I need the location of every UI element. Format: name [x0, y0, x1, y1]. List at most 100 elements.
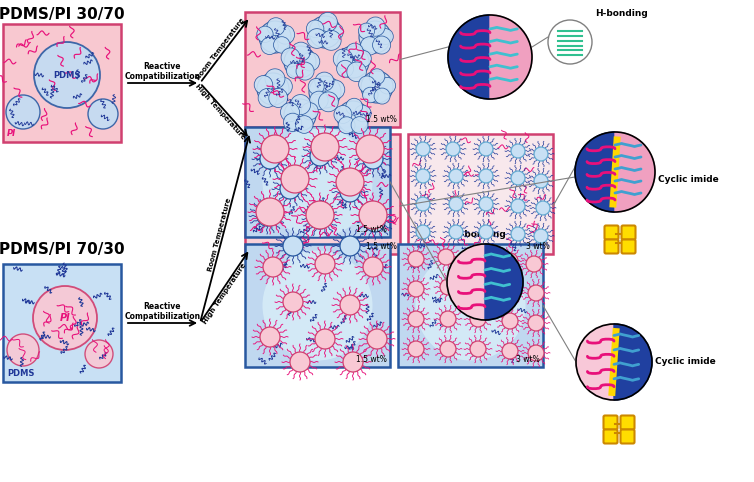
- Circle shape: [337, 46, 369, 78]
- Circle shape: [511, 227, 525, 241]
- Text: High Temperature: High Temperature: [202, 262, 247, 325]
- Circle shape: [359, 21, 391, 53]
- FancyBboxPatch shape: [621, 226, 636, 240]
- Circle shape: [33, 286, 97, 350]
- Circle shape: [479, 197, 493, 211]
- Text: Reactive
Compatibilization: Reactive Compatibilization: [124, 302, 201, 321]
- Circle shape: [361, 71, 393, 103]
- Text: 1.5 wt%: 1.5 wt%: [356, 225, 387, 234]
- Circle shape: [306, 20, 324, 38]
- Text: PI: PI: [60, 313, 70, 323]
- Circle shape: [338, 117, 355, 134]
- Circle shape: [296, 116, 313, 134]
- Circle shape: [310, 91, 328, 110]
- Circle shape: [416, 225, 430, 239]
- Bar: [408, 134, 553, 254]
- Text: PDMS: PDMS: [7, 369, 35, 378]
- Polygon shape: [448, 15, 490, 99]
- Circle shape: [440, 341, 456, 357]
- Circle shape: [526, 256, 542, 272]
- Circle shape: [281, 165, 309, 193]
- Circle shape: [287, 63, 302, 79]
- Circle shape: [315, 72, 334, 91]
- Circle shape: [408, 251, 424, 267]
- Circle shape: [511, 199, 525, 213]
- Circle shape: [85, 340, 113, 368]
- Circle shape: [360, 37, 379, 55]
- Circle shape: [416, 142, 430, 156]
- Circle shape: [265, 69, 285, 89]
- Circle shape: [502, 343, 518, 359]
- Circle shape: [274, 77, 293, 96]
- Circle shape: [259, 21, 291, 53]
- Circle shape: [262, 251, 372, 361]
- FancyBboxPatch shape: [621, 429, 635, 443]
- Bar: [3, 264, 121, 382]
- Circle shape: [528, 285, 544, 301]
- Circle shape: [274, 37, 290, 53]
- Text: Room Temperature: Room Temperature: [207, 197, 232, 272]
- Circle shape: [310, 209, 330, 229]
- Text: H-bonding: H-bonding: [454, 230, 507, 239]
- Circle shape: [276, 25, 295, 44]
- Polygon shape: [614, 324, 652, 400]
- Circle shape: [260, 327, 280, 347]
- Circle shape: [296, 62, 314, 80]
- Circle shape: [438, 249, 454, 265]
- Bar: [245, 127, 390, 237]
- Text: PI: PI: [7, 129, 17, 138]
- Circle shape: [446, 142, 460, 156]
- Circle shape: [359, 76, 375, 93]
- Circle shape: [528, 315, 544, 331]
- Circle shape: [262, 127, 372, 237]
- Circle shape: [263, 257, 283, 277]
- Circle shape: [306, 201, 334, 229]
- Circle shape: [88, 99, 118, 129]
- Text: 1.5 wt%: 1.5 wt%: [366, 115, 397, 124]
- Polygon shape: [615, 132, 655, 212]
- Circle shape: [359, 201, 387, 229]
- Circle shape: [281, 48, 300, 67]
- Circle shape: [346, 98, 363, 115]
- Text: H-bonding: H-bonding: [595, 9, 648, 18]
- Circle shape: [301, 103, 318, 120]
- Circle shape: [536, 201, 550, 215]
- Circle shape: [374, 88, 390, 104]
- Circle shape: [528, 345, 544, 361]
- Circle shape: [268, 89, 288, 107]
- Text: 3 wt%: 3 wt%: [526, 242, 550, 251]
- Bar: [245, 12, 400, 127]
- Circle shape: [367, 329, 387, 349]
- Circle shape: [534, 147, 548, 161]
- Circle shape: [318, 92, 339, 112]
- Bar: [245, 134, 400, 254]
- Bar: [398, 244, 543, 367]
- Circle shape: [511, 171, 525, 185]
- Circle shape: [336, 168, 364, 196]
- FancyBboxPatch shape: [603, 415, 618, 429]
- Circle shape: [292, 42, 311, 61]
- Circle shape: [257, 26, 273, 42]
- Circle shape: [258, 88, 277, 107]
- Circle shape: [354, 105, 371, 122]
- Text: 1.5 wt%: 1.5 wt%: [366, 242, 397, 251]
- Polygon shape: [490, 15, 532, 99]
- Circle shape: [310, 146, 330, 166]
- Circle shape: [257, 206, 277, 226]
- Circle shape: [379, 78, 396, 94]
- Circle shape: [548, 20, 592, 64]
- Circle shape: [378, 28, 394, 44]
- Circle shape: [408, 311, 424, 327]
- Circle shape: [318, 13, 337, 32]
- Circle shape: [315, 254, 335, 274]
- Bar: [245, 244, 390, 367]
- Circle shape: [351, 117, 368, 134]
- Circle shape: [479, 169, 493, 183]
- Circle shape: [309, 16, 341, 48]
- Circle shape: [283, 236, 303, 256]
- Circle shape: [366, 17, 385, 36]
- Circle shape: [502, 313, 518, 329]
- Circle shape: [290, 94, 311, 115]
- FancyBboxPatch shape: [605, 226, 618, 240]
- Polygon shape: [485, 244, 523, 320]
